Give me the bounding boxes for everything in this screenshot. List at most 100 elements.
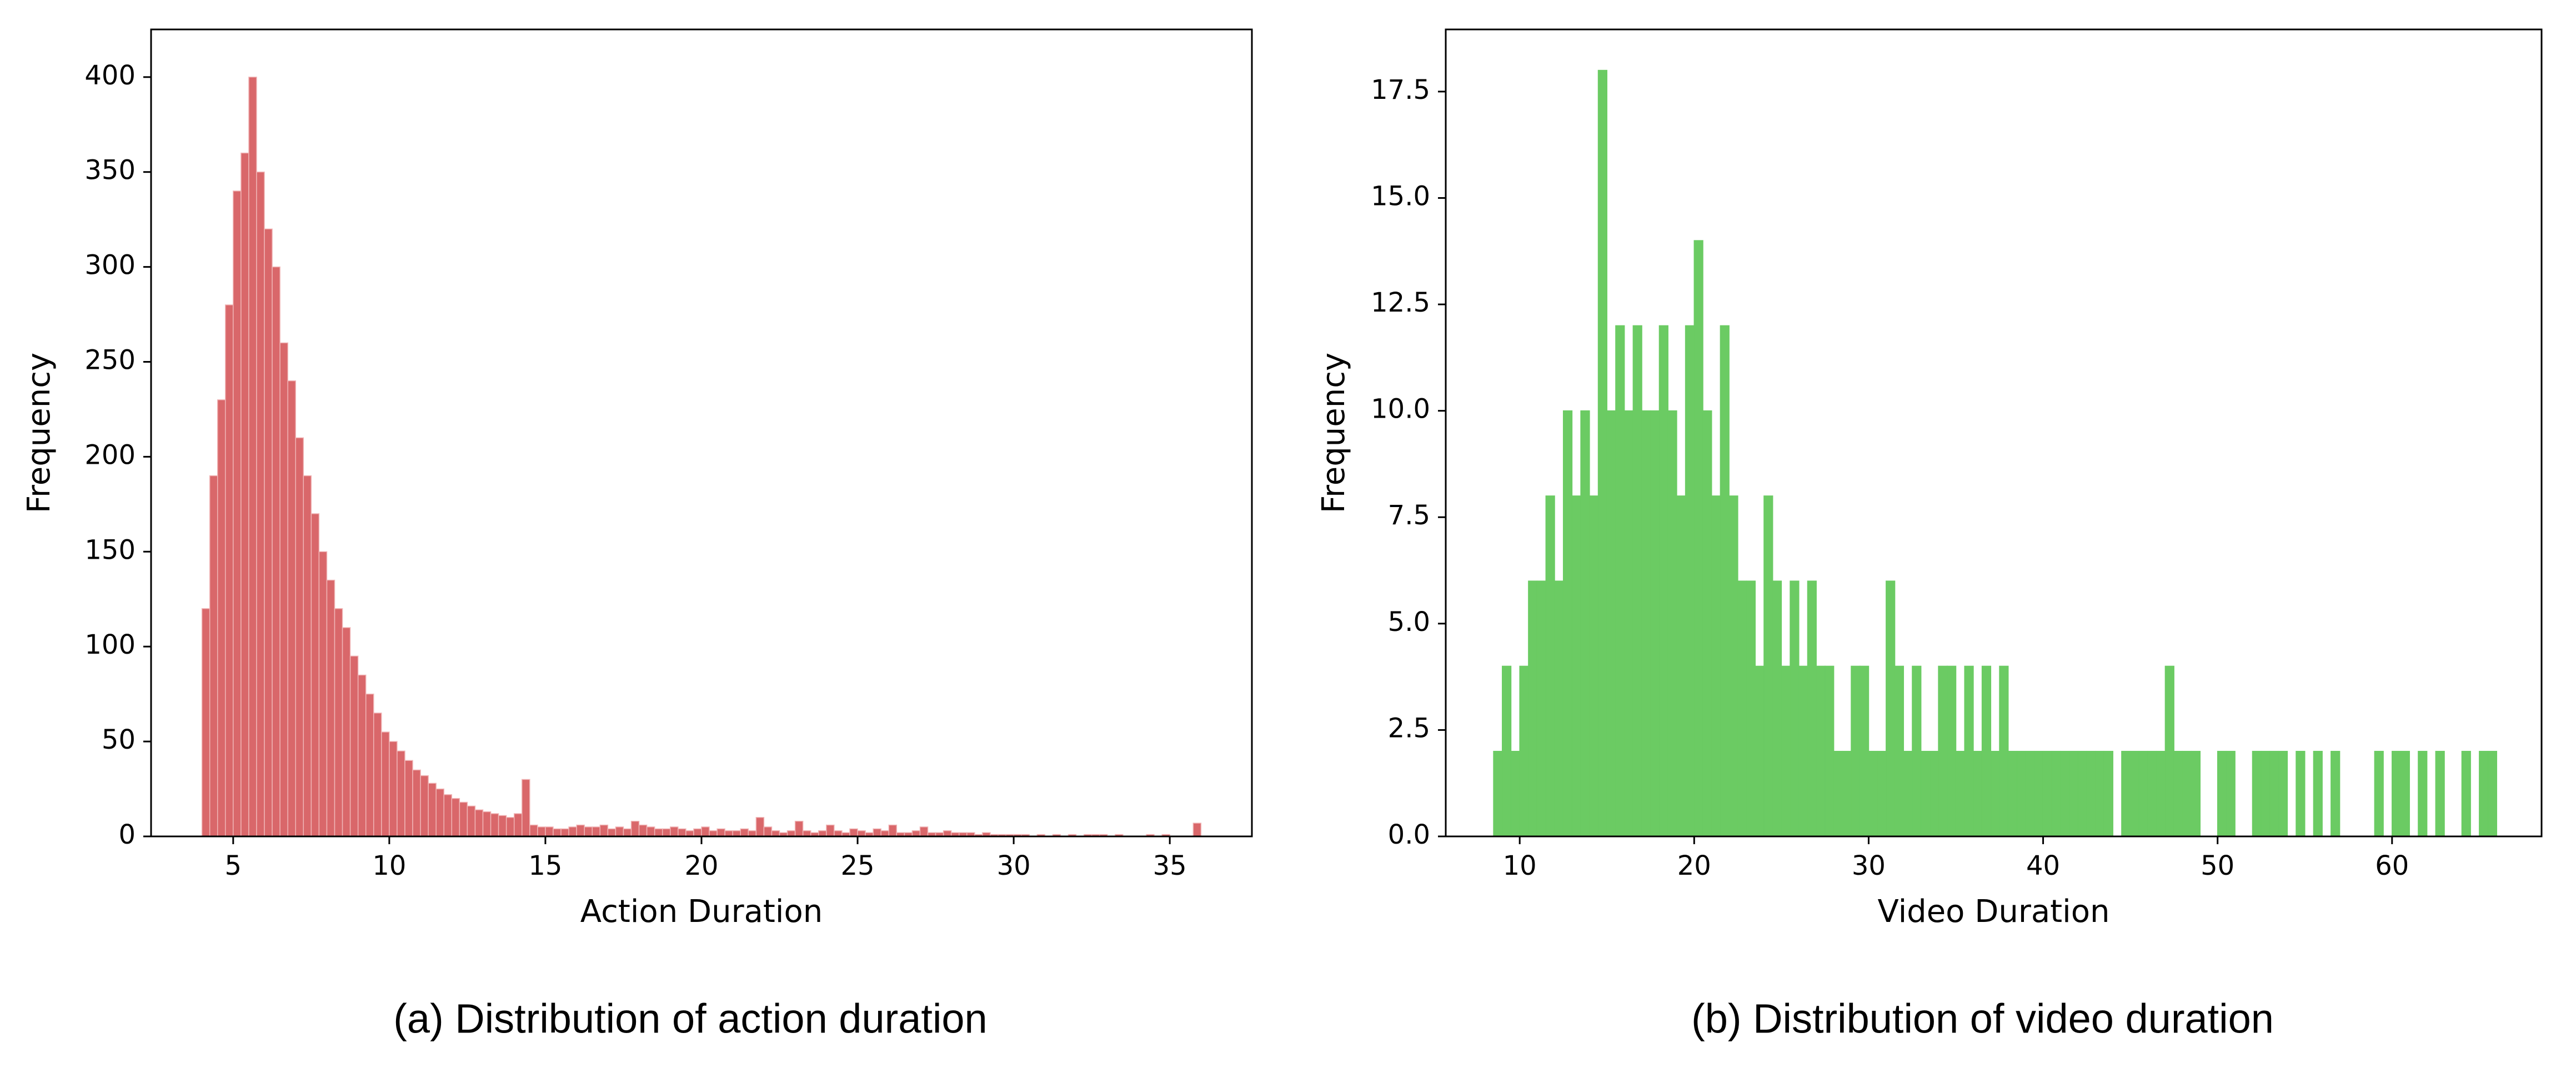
caption: (a) Distribution of action duration [393,996,987,1042]
bar [553,828,562,837]
bar [2313,750,2323,837]
y-tick-label: 10.0 [1371,394,1430,425]
bar [1693,240,1703,837]
x-tick-label: 25 [841,850,875,881]
bar [2461,750,2471,837]
bar [2226,750,2236,837]
bar [2331,750,2341,837]
bar [1859,665,1870,837]
bar [911,830,921,837]
bar [724,830,733,837]
bar [513,813,523,837]
bar [1816,665,1826,837]
bar [2007,750,2018,837]
bar [420,775,429,837]
bar [240,152,249,837]
x-tick-label: 10 [372,850,406,881]
bar [2269,750,2279,837]
bar [474,809,484,837]
bar [1562,410,1573,837]
bar [482,811,492,837]
bar [2252,750,2262,837]
y-tick-label: 15.0 [1371,180,1430,212]
y-tick-label: 200 [84,439,136,470]
bar [786,830,796,837]
bar [1763,495,1773,837]
bar [818,830,827,837]
bar [1851,665,1861,837]
y-tick-label: 7.5 [1388,500,1430,531]
bar [1938,665,1948,837]
y-tick-label: 17.5 [1371,74,1430,106]
y-tick-label: 300 [84,250,136,281]
bar [342,627,351,837]
y-tick-label: 150 [84,534,136,565]
bar [201,608,211,837]
bar [1493,750,1503,837]
bar [834,830,843,837]
bar [459,801,468,837]
bar [2034,750,2044,837]
bar [2182,750,2192,837]
bar [467,805,476,837]
bar [1650,410,1660,837]
bar [849,828,858,837]
y-tick-label: 250 [84,344,136,375]
bar [1597,69,1607,837]
bar [318,551,328,837]
bar [576,824,585,837]
bar [1798,665,1808,837]
bar [1825,665,1835,837]
bar [2418,750,2428,837]
bar [2042,750,2053,837]
y-axis-label: Frequency [1316,353,1352,513]
bar [888,824,898,837]
bar [560,828,569,837]
x-axis-label: Video Duration [1878,894,2110,930]
bar [1711,495,1721,837]
bar [2156,750,2166,837]
bar [248,77,257,837]
bar [357,674,367,837]
bar [592,826,601,837]
bar [2435,750,2445,837]
bar [670,826,679,837]
bar [389,741,398,837]
bar [522,779,530,837]
bar [1790,580,1800,837]
y-tick-label: 400 [84,60,136,91]
bar [1728,495,1738,837]
bar [1528,580,1538,837]
bar [607,828,617,837]
x-tick-label: 40 [2026,850,2060,881]
bar [373,713,382,837]
bar [1632,325,1642,837]
bar [685,830,694,837]
bar [326,579,335,837]
bar [1999,665,2009,837]
bar [264,228,273,837]
bar [2103,750,2113,837]
bar [2129,750,2140,837]
bar [295,437,304,837]
bar [2400,750,2410,837]
bar [1886,580,1896,837]
bar [716,828,725,837]
y-tick-label: 5.0 [1388,606,1430,638]
bar [2164,665,2174,837]
bar [404,760,413,837]
bar [334,608,343,837]
bar [505,817,515,837]
bar [1658,325,1668,837]
bar [287,380,297,837]
y-axis-label: Frequency [21,353,57,513]
bar [1615,325,1625,837]
bar [1964,665,1974,837]
bar [256,171,265,837]
y-tick-label: 2.5 [1388,713,1430,744]
bar [1755,665,1765,837]
bar [873,828,881,837]
bar [1877,750,1887,837]
bar [1502,665,1512,837]
